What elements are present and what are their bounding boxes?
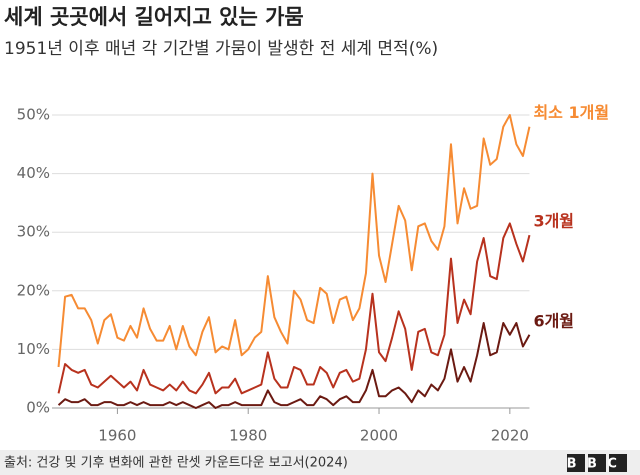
series-line bbox=[57, 322, 531, 409]
footer-bar bbox=[0, 450, 640, 475]
source: 출처: 건강 및 기후 변화에 관한 란셋 카운트다운 보고서(2024) bbox=[4, 456, 348, 471]
x-tick-label: 2020 bbox=[491, 427, 529, 445]
chart-title: 세계 곳곳에서 길어지고 있는 가뭄 bbox=[4, 5, 304, 29]
x-tick-label: 2000 bbox=[360, 427, 398, 445]
series-label: 6개월 bbox=[533, 311, 574, 330]
series-line bbox=[57, 222, 531, 395]
logo bbox=[567, 454, 627, 472]
y-tick-label: 0% bbox=[26, 399, 50, 417]
y-tick-label: 50% bbox=[17, 106, 50, 124]
x-tick-label: 1960 bbox=[98, 427, 136, 445]
series-label: 3개월 bbox=[533, 212, 574, 231]
logo-text: BBC bbox=[567, 457, 628, 472]
y-tick-label: 20% bbox=[17, 281, 50, 299]
series-label: 최소 1개월 bbox=[533, 103, 609, 122]
y-tick-label: 10% bbox=[17, 340, 50, 358]
x-tick-label: 1980 bbox=[229, 427, 267, 445]
y-tick-label: 30% bbox=[17, 223, 50, 241]
series-line bbox=[57, 114, 531, 368]
y-tick-label: 40% bbox=[17, 164, 50, 182]
chart-subtitle: 1951년 이후 매년 각 기간별 가뭄이 발생한 전 세계 면적(%) bbox=[4, 39, 438, 59]
